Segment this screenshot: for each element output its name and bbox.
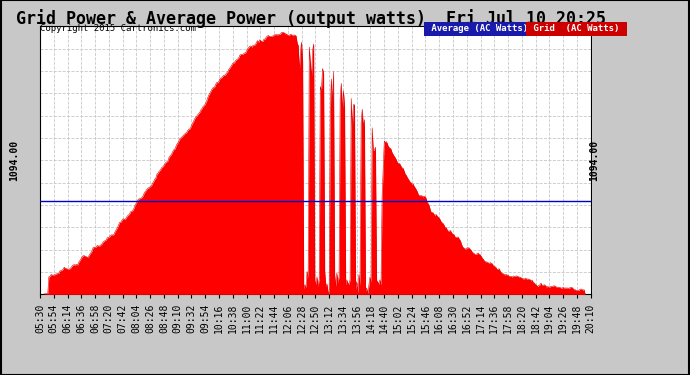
Text: Grid  (AC Watts): Grid (AC Watts) [528, 24, 624, 33]
Text: 1094.00: 1094.00 [9, 140, 19, 181]
Text: Grid Power & Average Power (output watts)  Fri Jul 10 20:25: Grid Power & Average Power (output watts… [15, 9, 606, 28]
Text: Average (AC Watts): Average (AC Watts) [426, 24, 534, 33]
Text: Copyright 2015 Cartronics.com: Copyright 2015 Cartronics.com [40, 24, 196, 33]
Text: 1094.00: 1094.00 [589, 140, 599, 181]
